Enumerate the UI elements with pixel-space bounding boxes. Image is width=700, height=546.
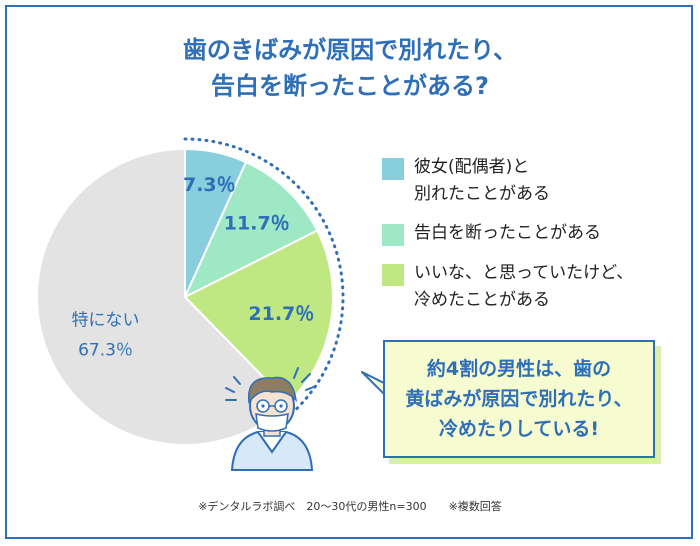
pie-slices bbox=[36, 147, 334, 446]
legend-swatch bbox=[382, 264, 404, 286]
pie-value-label-3: 67.3％ bbox=[78, 340, 133, 360]
legend-label: 告白を断ったことがある bbox=[414, 223, 601, 243]
callout-line-1: 約4割の男性は、歯の bbox=[426, 358, 612, 380]
legend-swatch bbox=[382, 224, 404, 246]
pie-slice-2 bbox=[183, 229, 334, 405]
pie-slice-1 bbox=[182, 160, 319, 300]
pie-labels: 7.3％ 11.7％ 21.7％ 特にない 67.3％ bbox=[72, 174, 315, 360]
callout-line-3: 冷めたりしている! bbox=[438, 418, 600, 440]
worried-man-with-mask-icon bbox=[225, 367, 317, 471]
pie-value-label-2: 21.7％ bbox=[248, 303, 314, 325]
page-title: 歯のきばみが原因で別れたり、 告白を断ったことがある? bbox=[0, 32, 700, 104]
legend-label: 彼女(配偶者)と 別れたことがある bbox=[414, 157, 550, 204]
footnote: ※デンタルラボ調べ 20〜30代の男性n=300 ※複数回答 bbox=[198, 500, 502, 513]
legend-swatch bbox=[382, 158, 404, 180]
pie-category-label-3: 特にない bbox=[72, 310, 140, 330]
legend-item-rejected: 告白を断ったことがある bbox=[382, 220, 601, 247]
legend-label: いいな、と思っていたけど、 冷めたことがある bbox=[414, 263, 634, 310]
legend-item-broke-up: 彼女(配偶者)と 別れたことがある bbox=[382, 154, 550, 208]
pie-slice-3 bbox=[36, 147, 290, 446]
callout-line-2: 黄ばみが原因で別れたり、 bbox=[405, 388, 633, 410]
callout-box: 約4割の男性は、歯の 黄ばみが原因で別れたり、 冷めたりしている! bbox=[383, 340, 655, 458]
pie-value-label-1: 11.7％ bbox=[224, 212, 290, 234]
title-line-2: 告白を断ったことがある? bbox=[211, 72, 489, 100]
legend-item-cooled-off: いいな、と思っていたけど、 冷めたことがある bbox=[382, 260, 633, 314]
pie-value-label-0: 7.3％ bbox=[183, 174, 236, 196]
highlight-dotted-arc bbox=[183, 137, 345, 412]
title-line-1: 歯のきばみが原因で別れたり、 bbox=[182, 36, 518, 64]
